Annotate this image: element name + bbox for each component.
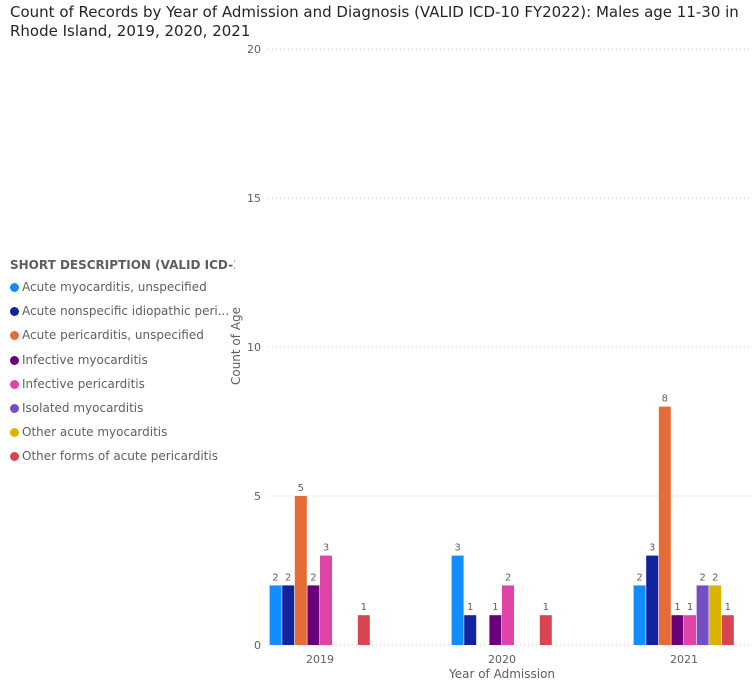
bar[interactable] <box>696 585 709 645</box>
data-label: 1 <box>492 602 498 613</box>
data-label: 3 <box>323 543 329 554</box>
legend-marker-icon <box>10 379 19 389</box>
bar[interactable] <box>269 585 282 645</box>
legend-item[interactable]: Other acute myocarditis <box>10 420 235 444</box>
bar[interactable] <box>658 406 671 645</box>
legend-item-label: Isolated myocarditis <box>22 400 144 415</box>
bar[interactable] <box>646 555 659 645</box>
bar[interactable] <box>502 585 514 645</box>
data-label: 3 <box>454 543 460 554</box>
legend-item-label: Acute myocarditis, unspecified <box>22 280 207 294</box>
data-label: 1 <box>361 602 367 613</box>
legend-marker-icon <box>10 331 19 341</box>
legend-marker-icon <box>10 283 19 292</box>
legend-item[interactable]: Infective myocarditis <box>10 348 235 372</box>
legend-item-label: Other forms of acute pericarditis <box>22 449 218 464</box>
x-tick-label: 2019 <box>306 653 334 666</box>
gridlines <box>268 48 752 646</box>
x-tick-label: 2020 <box>488 653 516 666</box>
y-axis-label: Count of Age <box>229 307 243 385</box>
data-label: 2 <box>712 572 718 583</box>
data-label: 2 <box>505 572 511 583</box>
legend: SHORT DESCRIPTION (VALID ICD-1... Acute … <box>10 255 235 469</box>
data-label: 1 <box>543 602 549 613</box>
legend-item[interactable]: Acute myocarditis, unspecified <box>10 275 235 299</box>
data-label: 8 <box>662 394 668 405</box>
legend-item[interactable]: Infective pericarditis <box>10 372 235 396</box>
legend-marker-icon <box>10 355 19 365</box>
data-label: 2 <box>310 572 316 583</box>
legend-item-label: Infective pericarditis <box>22 376 145 391</box>
bar[interactable] <box>709 585 722 645</box>
legend-item-label: Acute nonspecific idiopathic peri... <box>22 304 230 319</box>
bar[interactable] <box>320 555 332 645</box>
data-label: 2 <box>636 572 642 583</box>
legend-marker-icon <box>10 428 19 438</box>
x-tick-label: 2021 <box>670 653 698 666</box>
legend-item-label: Acute pericarditis, unspecified <box>22 328 204 343</box>
legend-item-label: Other acute myocarditis <box>22 425 168 440</box>
legend-item[interactable]: Acute pericarditis, unspecified <box>10 323 235 347</box>
x-axis-label: Year of Admission <box>448 667 555 681</box>
data-label: 2 <box>699 572 705 583</box>
legend-marker-icon <box>10 307 19 317</box>
bar[interactable] <box>721 615 734 645</box>
y-tick-label: 15 <box>247 192 261 205</box>
legend-item-label: Infective myocarditis <box>22 352 148 367</box>
chart-title: Count of Records by Year of Admission an… <box>10 3 739 40</box>
legend-item[interactable]: Acute nonspecific idiopathic peri... <box>10 299 235 323</box>
legend-marker-icon <box>10 452 19 462</box>
legend-item[interactable]: Other forms of acute pericarditis <box>10 444 235 468</box>
legend-title: SHORT DESCRIPTION (VALID ICD-1... <box>10 258 235 272</box>
bar[interactable] <box>307 585 320 645</box>
y-axis-ticks: 0 5 10 15 20 <box>247 43 261 652</box>
bar[interactable] <box>539 615 552 645</box>
data-label: 2 <box>272 572 278 583</box>
y-tick-label: 20 <box>247 43 261 56</box>
bar[interactable] <box>282 585 295 645</box>
y-tick-label: 0 <box>254 639 261 652</box>
bar[interactable] <box>451 555 464 645</box>
x-axis-ticks: 2019 2020 2021 <box>306 653 698 666</box>
bars <box>269 406 734 645</box>
bar[interactable] <box>464 615 477 645</box>
data-label: 1 <box>674 602 680 613</box>
data-label: 3 <box>649 543 655 554</box>
data-label: 1 <box>725 602 731 613</box>
bar[interactable] <box>633 585 646 645</box>
bar[interactable] <box>294 496 307 645</box>
y-tick-label: 10 <box>247 341 261 354</box>
y-tick-label: 5 <box>254 490 261 503</box>
bar[interactable] <box>489 615 502 645</box>
bar[interactable] <box>684 615 696 645</box>
data-label: 5 <box>298 483 304 494</box>
data-label: 1 <box>687 602 693 613</box>
legend-item[interactable]: Isolated myocarditis <box>10 396 235 420</box>
data-label: 1 <box>467 602 473 613</box>
bar[interactable] <box>357 615 370 645</box>
legend-marker-icon <box>10 403 19 413</box>
data-label: 2 <box>285 572 291 583</box>
bar[interactable] <box>671 615 684 645</box>
